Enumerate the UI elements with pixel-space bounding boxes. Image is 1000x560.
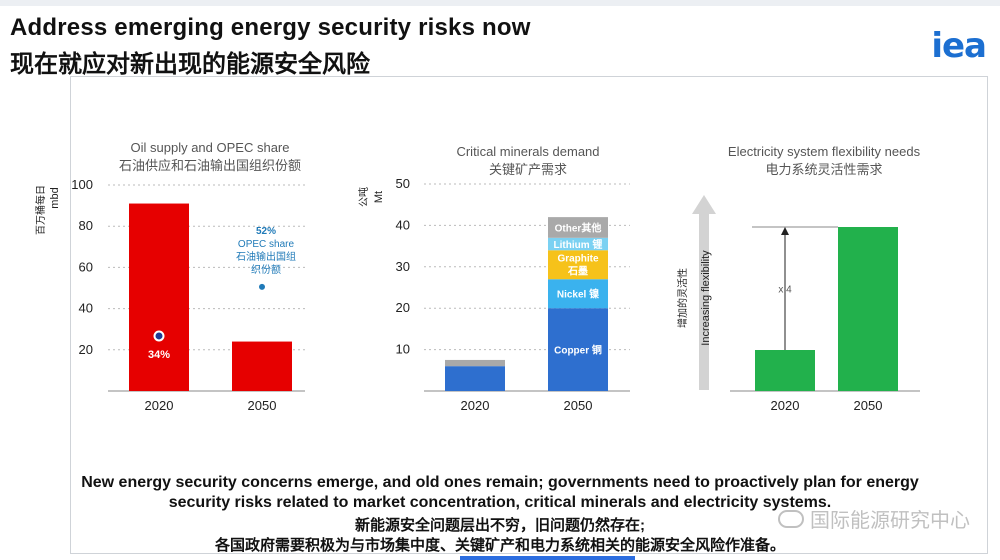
minerals-chart-title: Critical minerals demand (456, 144, 599, 159)
oil-category-label: 2050 (248, 398, 277, 413)
minerals-seg-graphite-2050 (548, 250, 608, 280)
flex-category-label: 2050 (854, 398, 883, 413)
minerals-chart-subtitle: 关键矿产需求 (489, 162, 567, 177)
top-strip (0, 0, 1000, 6)
caption-line1-zh: 新能源安全问题层出不穷，旧问题仍然存在; (355, 517, 645, 534)
multiplier-arrowhead (781, 227, 789, 235)
watermark: 国际能源研究中心 (778, 504, 970, 533)
minerals-series-label: Other其他 (555, 221, 602, 234)
minerals-series-label: Graphite (557, 254, 599, 265)
oil-y-tick: 100 (71, 177, 93, 192)
minerals-seg-other-2050 (548, 217, 608, 238)
minerals-ylabel-zh: 公吨 (357, 187, 370, 207)
page-title-en: Address emerging energy security risks n… (10, 14, 531, 41)
minerals-y-tick: 30 (396, 259, 410, 274)
oil-category-label: 2020 (145, 398, 174, 413)
oil-bar-2020 (129, 203, 189, 391)
minerals-ylabel: Mt (373, 191, 385, 203)
minerals-seg-copper-2020 (445, 366, 505, 391)
flex-bar-2020 (755, 350, 815, 391)
flex-bar-2050 (838, 227, 898, 391)
minerals-series-label: Copper 铜 (554, 344, 602, 357)
iea-logo: iea (931, 26, 987, 66)
caption-line2-zh: 各国政府需要积极为与市场集中度、关键矿产和电力系统相关的能源安全风险作准备。 (214, 537, 785, 554)
flex-chart-subtitle: 电力系统灵活性需求 (765, 162, 882, 177)
increasing-flexibility-arrow (692, 195, 716, 390)
oil-chart-title: Oil supply and OPEC share (131, 140, 290, 155)
page-title-zh: 现在就应对新出现的能源安全风险 (10, 51, 370, 78)
caption-line2-en: security risks related to market concent… (168, 494, 832, 511)
minerals-seg-copper-2050 (548, 308, 608, 391)
chart-panel (70, 76, 988, 554)
minerals-category-label: 2020 (461, 398, 490, 413)
opec-share-label-2020: 34% (148, 349, 170, 361)
flex-ylabel-zh: 增加的灵活性 (676, 268, 689, 328)
opec-share-zh1-2050: 石油输出国组 (236, 250, 296, 263)
oil-bar-2050 (232, 341, 292, 391)
opec-share-pct-2050: 52% (256, 226, 276, 237)
minerals-seg-other-2020 (445, 359, 505, 367)
minerals-y-tick: 40 (396, 217, 410, 232)
minerals-y-tick: 50 (396, 176, 410, 191)
opec-share-zh2-2050: 织份额 (251, 263, 281, 276)
charts-svg: Oil supply and OPEC share 石油供应和石油输出国组织份额… (34, 140, 921, 413)
flex-category-label: 2020 (771, 398, 800, 413)
oil-chart-subtitle: 石油供应和石油输出国组织份额 (119, 158, 301, 173)
minerals-seg-nickel-2050 (548, 279, 608, 309)
minerals-series-label: 石墨 (567, 266, 588, 278)
caption-line1-en: New energy security concerns emerge, and… (81, 474, 919, 491)
oil-y-tick: 20 (79, 342, 93, 357)
watermark-text: 国际能源研究中心 (810, 510, 970, 532)
flexibility-chart: Electricity system flexibility needs 电力系… (676, 144, 921, 413)
oil-supply-chart: Oil supply and OPEC share 石油供应和石油输出国组织份额… (34, 140, 305, 413)
opec-share-marker-2020 (153, 330, 165, 342)
minerals-series-label: Lithium 锂 (554, 238, 603, 251)
oil-y-tick: 60 (79, 259, 93, 274)
minerals-y-tick: 20 (396, 300, 410, 315)
multiplier-label: x 4 (778, 285, 792, 296)
flex-chart-title: Electricity system flexibility needs (728, 144, 921, 159)
oil-y-tick: 40 (79, 301, 93, 316)
minerals-seg-lithium-2050 (548, 237, 608, 251)
wechat-icon (778, 509, 804, 528)
oil-y-tick: 80 (79, 218, 93, 233)
opec-share-marker-2050 (259, 283, 265, 290)
flex-ylabel: Increasing flexibility (700, 250, 712, 346)
minerals-category-label: 2050 (564, 398, 593, 413)
critical-minerals-chart: Critical minerals demand 关键矿产需求 公吨 Mt 10… (357, 144, 630, 413)
minerals-series-label: Nickel 镍 (557, 288, 599, 301)
minerals-y-tick: 10 (396, 342, 410, 357)
oil-ylabel: mbd (49, 187, 61, 208)
opec-share-en-2050: OPEC share (238, 239, 295, 250)
progress-indicator (460, 556, 635, 560)
oil-ylabel-zh: 百万桶每日 (34, 185, 47, 235)
